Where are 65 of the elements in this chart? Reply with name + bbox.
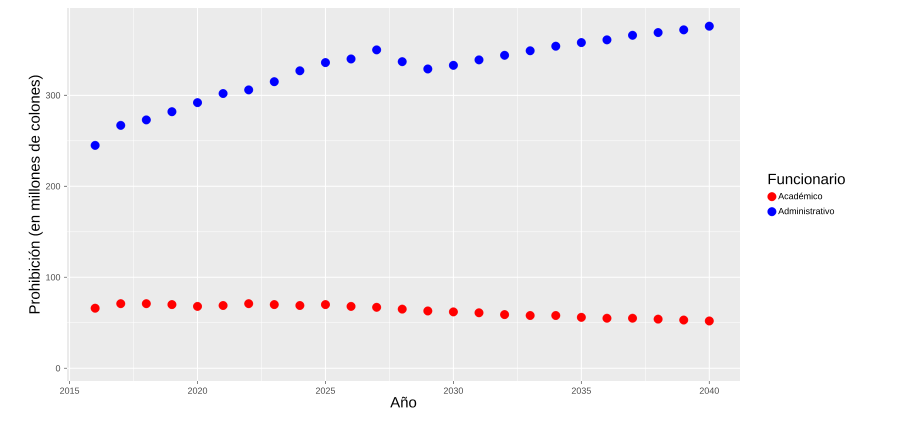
legend-label: Administrativo <box>778 208 834 214</box>
y-tick-label: 100 <box>46 274 60 280</box>
point <box>654 28 663 38</box>
point <box>628 314 638 323</box>
point <box>167 300 176 310</box>
point <box>372 45 382 54</box>
point <box>551 42 560 51</box>
point <box>320 58 330 68</box>
point <box>576 38 586 48</box>
point <box>372 302 382 312</box>
point <box>704 316 714 326</box>
point <box>526 46 535 56</box>
x-tick-label: 2025 <box>316 388 336 394</box>
y-tick-label: 0 <box>56 365 60 372</box>
x-tick-label: 2020 <box>188 388 208 394</box>
x-tick-label: 2035 <box>572 388 591 394</box>
point <box>576 312 586 322</box>
point <box>270 77 279 86</box>
point <box>320 300 330 310</box>
point <box>116 120 126 130</box>
point <box>142 115 151 124</box>
point <box>398 304 407 314</box>
point <box>398 57 407 66</box>
point <box>193 98 202 108</box>
point <box>90 304 100 313</box>
point <box>500 310 510 320</box>
point <box>295 66 304 76</box>
x-axis-title: Año <box>390 396 416 408</box>
point <box>602 35 612 44</box>
point <box>704 22 714 31</box>
x-tick-label: 2015 <box>60 388 80 394</box>
point <box>602 314 612 323</box>
point <box>423 64 432 74</box>
point <box>142 299 151 308</box>
y-tick-label: 200 <box>46 183 60 190</box>
point <box>346 54 356 64</box>
y-axis-title: Prohibición (en millones de colones) <box>28 75 43 314</box>
point <box>628 30 638 40</box>
point <box>244 299 254 308</box>
point <box>218 301 228 310</box>
x-tick-label: 2030 <box>444 388 464 394</box>
legend-label: Académico <box>778 192 822 200</box>
point <box>193 302 202 311</box>
point <box>474 55 484 64</box>
point <box>167 107 176 116</box>
point <box>295 301 304 310</box>
x-tick-label: 2040 <box>700 388 719 394</box>
point <box>116 299 126 308</box>
point <box>679 316 688 325</box>
point <box>448 60 458 70</box>
point <box>346 302 356 311</box>
legend-title: Funcionario <box>768 173 845 184</box>
point <box>244 85 254 94</box>
point <box>423 306 432 316</box>
point <box>526 311 535 320</box>
point <box>270 300 279 310</box>
point <box>551 311 560 320</box>
point <box>448 307 458 316</box>
point <box>90 140 100 150</box>
point <box>679 25 688 34</box>
point <box>474 308 484 318</box>
point <box>218 89 228 98</box>
point <box>654 314 663 324</box>
point <box>500 50 510 60</box>
y-tick-label: 300 <box>46 92 60 99</box>
